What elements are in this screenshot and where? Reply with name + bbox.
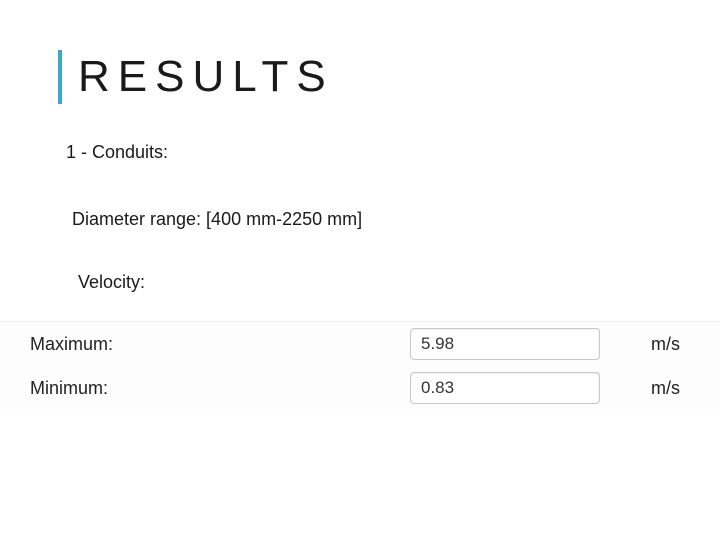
title-block: RESULTS [58, 50, 720, 104]
minimum-value: 0.83 [421, 378, 454, 398]
maximum-unit: m/s [600, 334, 710, 355]
minimum-input[interactable]: 0.83 [410, 372, 600, 404]
velocity-panel: Maximum: 5.98 m/s Minimum: 0.83 m/s [0, 321, 720, 410]
slide: RESULTS 1 - Conduits: Diameter range: [4… [0, 0, 720, 540]
velocity-row-minimum: Minimum: 0.83 m/s [0, 366, 720, 410]
velocity-row-maximum: Maximum: 5.98 m/s [0, 322, 720, 366]
minimum-unit: m/s [600, 378, 710, 399]
section-label: 1 - Conduits: [66, 142, 720, 163]
maximum-input[interactable]: 5.98 [410, 328, 600, 360]
velocity-label: Velocity: [78, 272, 720, 293]
diameter-range: Diameter range: [400 mm-2250 mm] [72, 209, 720, 230]
accent-bar [58, 50, 62, 104]
maximum-value: 5.98 [421, 334, 454, 354]
page-title: RESULTS [78, 50, 334, 104]
maximum-label: Maximum: [30, 334, 410, 355]
minimum-label: Minimum: [30, 378, 410, 399]
